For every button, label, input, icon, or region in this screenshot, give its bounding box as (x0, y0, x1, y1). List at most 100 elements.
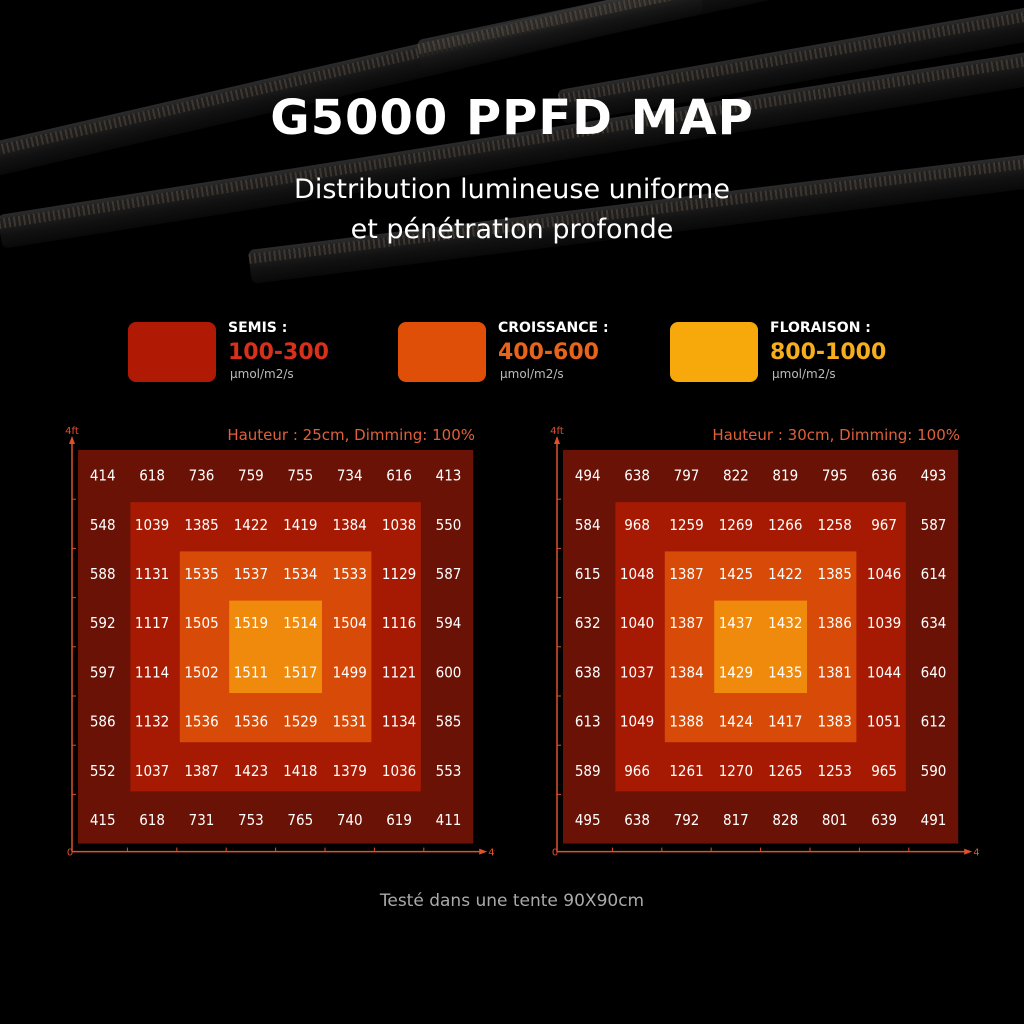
heatmap-cell-value: 1536 (184, 713, 218, 731)
heatmap-cell-value: 1511 (234, 663, 268, 681)
heatmap-cell-value: 753 (238, 811, 264, 829)
heatmap-zone-3 (229, 600, 322, 693)
legend-name: FLORAISON : (770, 320, 871, 336)
heatmap-cell-value: 638 (575, 663, 601, 681)
heatmap-cell-value: 614 (921, 565, 947, 583)
heatmap-cell-value: 600 (436, 663, 462, 681)
heatmap-cell-value: 411 (436, 811, 462, 829)
heatmap-cell-value: 1253 (818, 762, 852, 780)
heatmap-cell-value: 1533 (333, 565, 367, 583)
chart-title: Hauteur : 25cm, Dimming: 100% (227, 426, 475, 444)
heatmap-cell-value: 1386 (818, 614, 852, 632)
legend-swatch (670, 322, 758, 382)
heatmap-cell-value: 638 (624, 811, 650, 829)
heatmap-cell-value: 494 (575, 467, 601, 485)
heatmap-cell-value: 1417 (768, 713, 802, 731)
y-axis-arrow (69, 436, 75, 444)
legend-range: 100-300 (228, 340, 329, 365)
heatmap-cell-value: 1381 (818, 663, 852, 681)
heatmap-cell-value: 1425 (719, 565, 753, 583)
x-axis-arrow (479, 848, 488, 855)
heatmap-cell-value: 491 (921, 811, 947, 829)
heatmap-cell-value: 1435 (768, 663, 802, 681)
page-title: G5000 PPFD MAP (270, 90, 754, 146)
heatmap-cell-value: 740 (337, 811, 363, 829)
heatmap-cell-value: 1039 (867, 614, 901, 632)
heatmap-cell-value: 1038 (382, 516, 416, 534)
heatmap-cell-value: 585 (436, 713, 462, 731)
heatmap-cell-value: 636 (871, 467, 897, 485)
heatmap-cell-value: 1265 (768, 762, 802, 780)
background-led-bars (0, 0, 1024, 300)
x-axis-start-label: 0 (552, 848, 558, 859)
heatmap-cell-value: 795 (822, 467, 848, 485)
heatmap-cell-value: 1129 (382, 565, 416, 583)
heatmap-cell-value: 967 (871, 516, 897, 534)
heatmap-cell-value: 1432 (768, 614, 802, 632)
heatmap-cell-value: 965 (871, 762, 897, 780)
heatmap-cell-value: 1534 (283, 565, 317, 583)
heatmap-cell-value: 1269 (719, 516, 753, 534)
heatmap-cell-value: 801 (822, 811, 848, 829)
heatmap-cell-value: 634 (921, 614, 947, 632)
heatmap-cell-value: 632 (575, 614, 601, 632)
footer-note: Testé dans une tente 90X90cm (379, 891, 645, 911)
legend-unit: µmol/m2/s (230, 367, 294, 381)
heatmap-cell-value: 1385 (184, 516, 218, 534)
heatmap-cell-value: 1134 (382, 713, 416, 731)
heatmap-cell-value: 1519 (234, 614, 268, 632)
heatmap-cell-value: 493 (921, 467, 947, 485)
heatmap-zone-3 (714, 600, 807, 693)
heatmap-cell-value: 588 (90, 565, 116, 583)
heatmap-cell-value: 1131 (135, 565, 169, 583)
heatmap-cell-value: 1048 (620, 565, 654, 583)
legend-swatch (128, 322, 216, 382)
heatmap-cell-value: 414 (90, 467, 116, 485)
heatmap-cell-value: 1422 (768, 565, 802, 583)
heatmap-cell-value: 1036 (382, 762, 416, 780)
page-subtitle: Distribution lumineuse uniforme et pénét… (0, 170, 1024, 250)
heatmap-cell-value: 828 (772, 811, 798, 829)
x-axis-start-label: 0 (67, 848, 73, 859)
heatmap-cell-value: 1039 (135, 516, 169, 534)
heatmap-cell-value: 1132 (135, 713, 169, 731)
heatmap-cell-value: 822 (723, 467, 749, 485)
legend-swatch (398, 322, 486, 382)
heatmap-cell-value: 734 (337, 467, 363, 485)
ppfd-heatmap-25cm: Hauteur : 25cm, Dimming: 100% 414 618 736 75… (65, 426, 495, 859)
heatmap-cell-value: 966 (624, 762, 650, 780)
heatmap-cell-value: 415 (90, 811, 116, 829)
x-axis-arrow (964, 848, 973, 855)
heatmap-cell-value: 616 (386, 467, 412, 485)
heatmap-cell-value: 1387 (669, 614, 703, 632)
heatmap-cell-value: 597 (90, 663, 116, 681)
heatmap-cell-value: 817 (723, 811, 749, 829)
legend-unit: µmol/m2/s (772, 367, 836, 381)
heatmap-cell-value: 1051 (867, 713, 901, 731)
heatmap-cell-value: 1502 (184, 663, 218, 681)
heatmap-cell-value: 1046 (867, 565, 901, 583)
heatmap-cell-value: 755 (287, 467, 313, 485)
heatmap-cell-value: 1259 (669, 516, 703, 534)
heatmap-cell-value: 968 (624, 516, 650, 534)
heatmap-cell-value: 1387 (669, 565, 703, 583)
heatmap-cell-value: 1422 (234, 516, 268, 534)
heatmap-cell-value: 1270 (719, 762, 753, 780)
heatmap-cell-value: 590 (921, 762, 947, 780)
heatmap-cell-value: 495 (575, 811, 601, 829)
heatmap-cell-value: 1388 (669, 713, 703, 731)
legend-unit: µmol/m2/s (500, 367, 564, 381)
ppfd-heatmap-30cm: Hauteur : 30cm, Dimming: 100% 494 638 797 82… (550, 426, 980, 859)
heatmap-cell-value: 1535 (184, 565, 218, 583)
heatmap-cell-value: 1384 (669, 663, 703, 681)
heatmap-cell-value: 413 (436, 467, 462, 485)
heatmap-cell-value: 548 (90, 516, 116, 534)
heatmap-cell-value: 615 (575, 565, 601, 583)
heatmap-cell-value: 640 (921, 663, 947, 681)
heatmap-cell-value: 1437 (719, 614, 753, 632)
heatmap-cell-value: 550 (436, 516, 462, 534)
heatmap-cell-value: 592 (90, 614, 116, 632)
heatmap-cell-value: 638 (624, 467, 650, 485)
heatmap-cell-value: 1049 (620, 713, 654, 731)
heatmap-cell-value: 819 (772, 467, 798, 485)
